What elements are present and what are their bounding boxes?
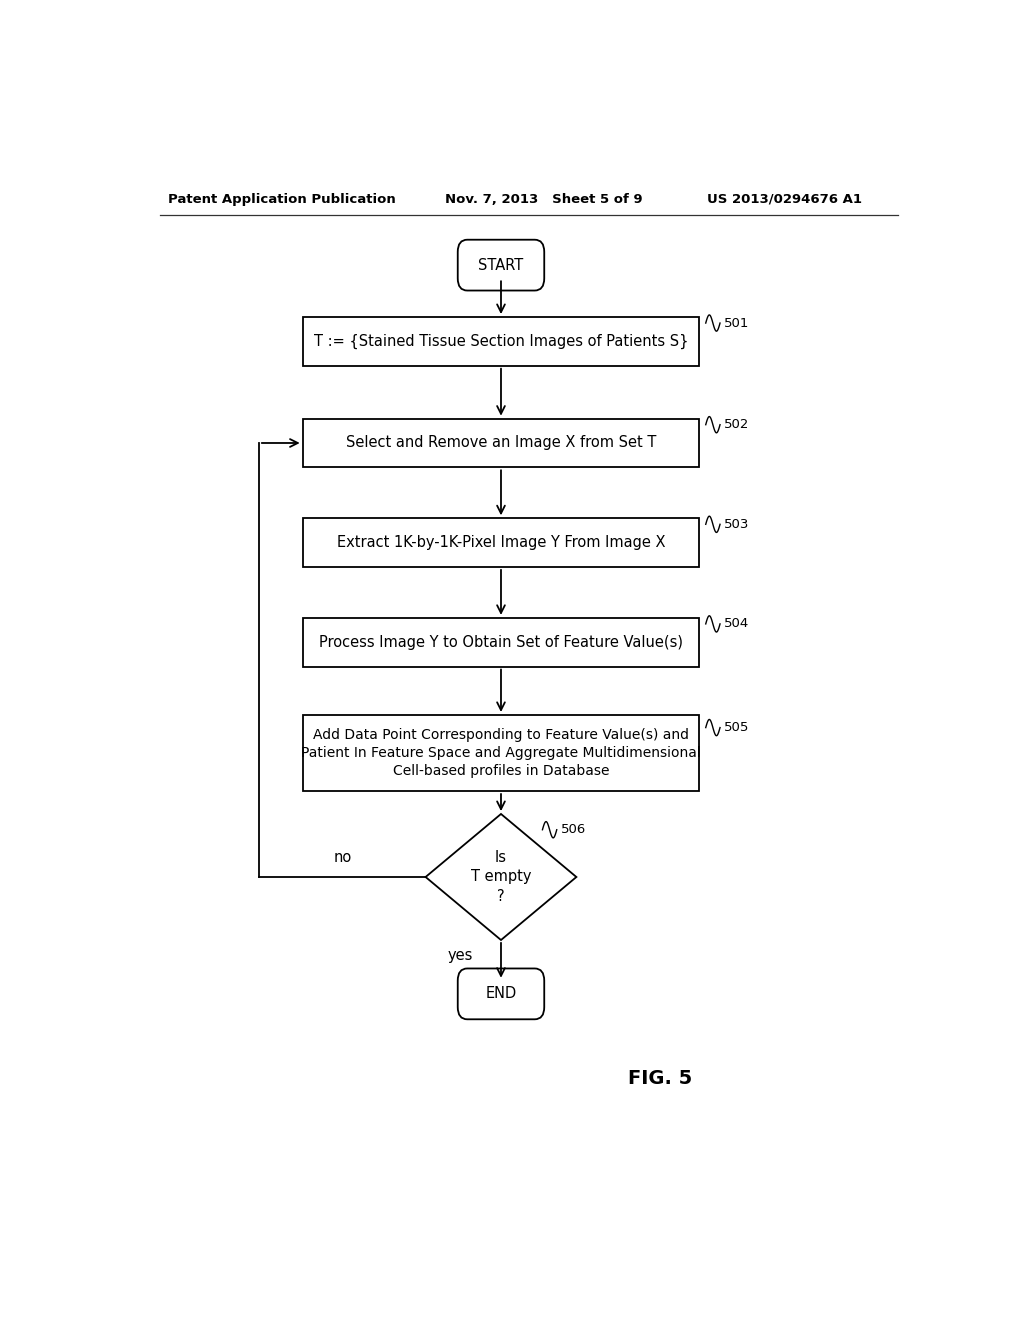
Text: 506: 506 — [561, 824, 586, 837]
Text: US 2013/0294676 A1: US 2013/0294676 A1 — [708, 193, 862, 206]
Text: Select and Remove an Image X from Set T: Select and Remove an Image X from Set T — [346, 436, 656, 450]
Text: T := {Stained Tissue Section Images of Patients S}: T := {Stained Tissue Section Images of P… — [313, 334, 688, 348]
FancyBboxPatch shape — [303, 715, 699, 791]
FancyBboxPatch shape — [303, 317, 699, 366]
Polygon shape — [426, 814, 577, 940]
Text: 501: 501 — [724, 317, 750, 330]
Text: START: START — [478, 257, 523, 273]
Text: 503: 503 — [724, 517, 750, 531]
FancyBboxPatch shape — [303, 618, 699, 667]
Text: yes: yes — [447, 948, 473, 962]
Text: 502: 502 — [724, 418, 750, 432]
Text: Nov. 7, 2013   Sheet 5 of 9: Nov. 7, 2013 Sheet 5 of 9 — [445, 193, 643, 206]
FancyBboxPatch shape — [458, 240, 544, 290]
Text: Add Data Point Corresponding to Feature Value(s) and
Patient In Feature Space an: Add Data Point Corresponding to Feature … — [301, 729, 700, 777]
Text: Patent Application Publication: Patent Application Publication — [168, 193, 395, 206]
Text: Is
T empty
?: Is T empty ? — [471, 850, 531, 904]
Text: no: no — [333, 850, 351, 865]
Text: 505: 505 — [724, 721, 750, 734]
FancyBboxPatch shape — [303, 519, 699, 568]
Text: Extract 1K-by-1K-Pixel Image Y From Image X: Extract 1K-by-1K-Pixel Image Y From Imag… — [337, 535, 666, 550]
Text: Process Image Y to Obtain Set of Feature Value(s): Process Image Y to Obtain Set of Feature… — [319, 635, 683, 649]
FancyBboxPatch shape — [458, 969, 544, 1019]
FancyBboxPatch shape — [303, 418, 699, 467]
Text: FIG. 5: FIG. 5 — [628, 1069, 692, 1088]
Text: 504: 504 — [724, 618, 750, 631]
Text: END: END — [485, 986, 517, 1002]
